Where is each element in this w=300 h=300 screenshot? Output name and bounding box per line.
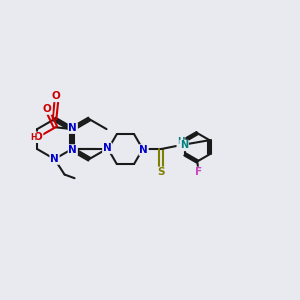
Text: N: N: [139, 145, 148, 155]
Text: F: F: [195, 167, 202, 177]
Text: N: N: [180, 140, 188, 151]
Text: O: O: [34, 132, 43, 142]
Text: N: N: [50, 154, 59, 164]
Text: N: N: [68, 145, 77, 155]
Text: N: N: [68, 123, 77, 133]
Text: N: N: [103, 143, 112, 153]
Text: O: O: [52, 92, 61, 101]
Text: H: H: [177, 137, 185, 146]
Text: O: O: [43, 104, 52, 114]
Text: S: S: [157, 167, 165, 177]
Text: H: H: [30, 133, 37, 142]
